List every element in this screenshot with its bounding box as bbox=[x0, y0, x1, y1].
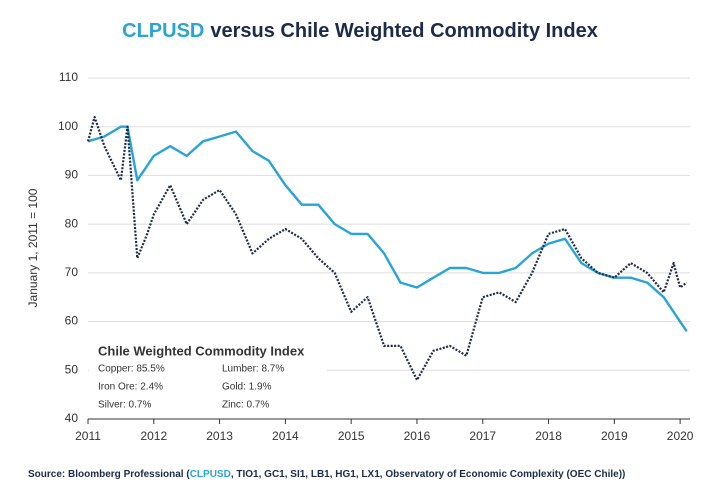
y-tick-label: 80 bbox=[65, 216, 79, 230]
y-axis-label: January 1, 2011 = 100 bbox=[26, 188, 40, 307]
x-tick-label: 2013 bbox=[206, 429, 233, 443]
inset-title: Chile Weighted Commodity Index bbox=[98, 343, 305, 358]
chart-title: CLPUSD versus Chile Weighted Commodity In… bbox=[122, 20, 598, 42]
y-tick-label: 60 bbox=[65, 314, 79, 328]
inset-box bbox=[89, 337, 327, 417]
series-line bbox=[86, 115, 688, 382]
y-tick-label: 110 bbox=[59, 70, 78, 84]
x-tick-label: 2019 bbox=[601, 429, 628, 443]
title-part: versus Chile Weighted Commodity Index bbox=[210, 20, 597, 42]
inset-item: Iron Ore: 2.4% bbox=[98, 382, 163, 393]
series-line bbox=[87, 125, 688, 332]
source-part: , TIO1, GC1, SI1, LB1, HG1, LX1, Observa… bbox=[231, 469, 626, 480]
y-tick-label: 40 bbox=[65, 411, 79, 425]
x-tick-label: 2016 bbox=[404, 429, 431, 443]
inset-item: Zinc: 0.7% bbox=[222, 400, 269, 411]
x-tick-label: 2015 bbox=[338, 429, 365, 443]
x-tick-label: 2014 bbox=[272, 429, 299, 443]
inset-item: Silver: 0.7% bbox=[98, 400, 151, 411]
x-tick-label: 2012 bbox=[140, 429, 167, 443]
x-tick-label: 2020 bbox=[667, 429, 694, 443]
x-tick-label: 2011 bbox=[75, 429, 101, 443]
y-tick-label: 70 bbox=[65, 265, 79, 279]
source-part: Source: Bloomberg Professional ( bbox=[28, 469, 190, 480]
inset-item: Copper: 85.5% bbox=[98, 364, 165, 375]
source-note: Source: Bloomberg Professional (CLPUSD, … bbox=[28, 469, 625, 480]
source-part: CLPUSD bbox=[190, 469, 231, 480]
y-tick-label: 90 bbox=[65, 168, 79, 182]
x-tick-label: 2017 bbox=[469, 429, 496, 443]
x-tick-label: 2018 bbox=[535, 429, 562, 443]
inset-item: Lumber: 8.7% bbox=[222, 364, 284, 375]
title-part: CLPUSD bbox=[122, 20, 204, 42]
y-tick-label: 100 bbox=[58, 119, 78, 133]
inset-item: Gold: 1.9% bbox=[222, 382, 272, 393]
y-tick-label: 50 bbox=[65, 362, 79, 376]
